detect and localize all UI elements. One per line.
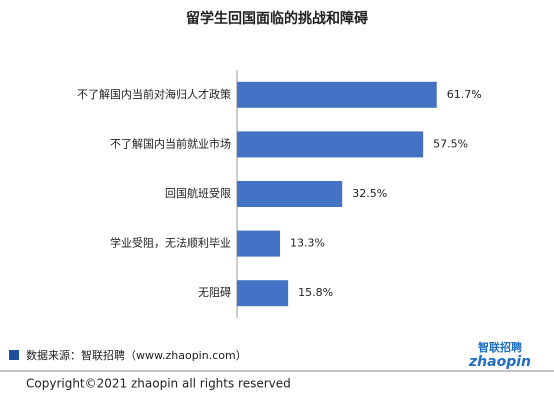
bar <box>237 131 424 158</box>
logo-en: zhaopin <box>468 354 531 370</box>
y-tick-label: 无阻碍 <box>198 286 231 299</box>
y-tick-label: 不了解国内当前对海归人才政策 <box>77 87 231 101</box>
y-tick-label: 学业受阻，无法顺利毕业 <box>110 236 231 250</box>
value-label: 61.7% <box>447 88 482 101</box>
logo-cn: 智联招聘 <box>478 340 522 354</box>
value-label: 32.5% <box>352 187 387 200</box>
value-label: 13.3% <box>290 237 325 250</box>
source: 数据来源：智联招聘（www.zhaopin.com） <box>26 348 247 362</box>
bar <box>237 230 281 257</box>
bar <box>237 280 289 307</box>
source-marker <box>9 350 19 360</box>
bar <box>237 181 343 207</box>
value-label: 57.5% <box>433 137 468 150</box>
chart-title: 留学生回国面临的挑战和障碍 <box>186 10 368 27</box>
y-tick-label: 回国航班受限 <box>165 186 231 200</box>
y-tick-label: 不了解国内当前就业市场 <box>110 136 231 150</box>
value-label: 15.8% <box>298 286 333 299</box>
copyright: Copyright©2021 zhaopin all rights reserv… <box>26 377 291 391</box>
bar <box>237 81 437 108</box>
